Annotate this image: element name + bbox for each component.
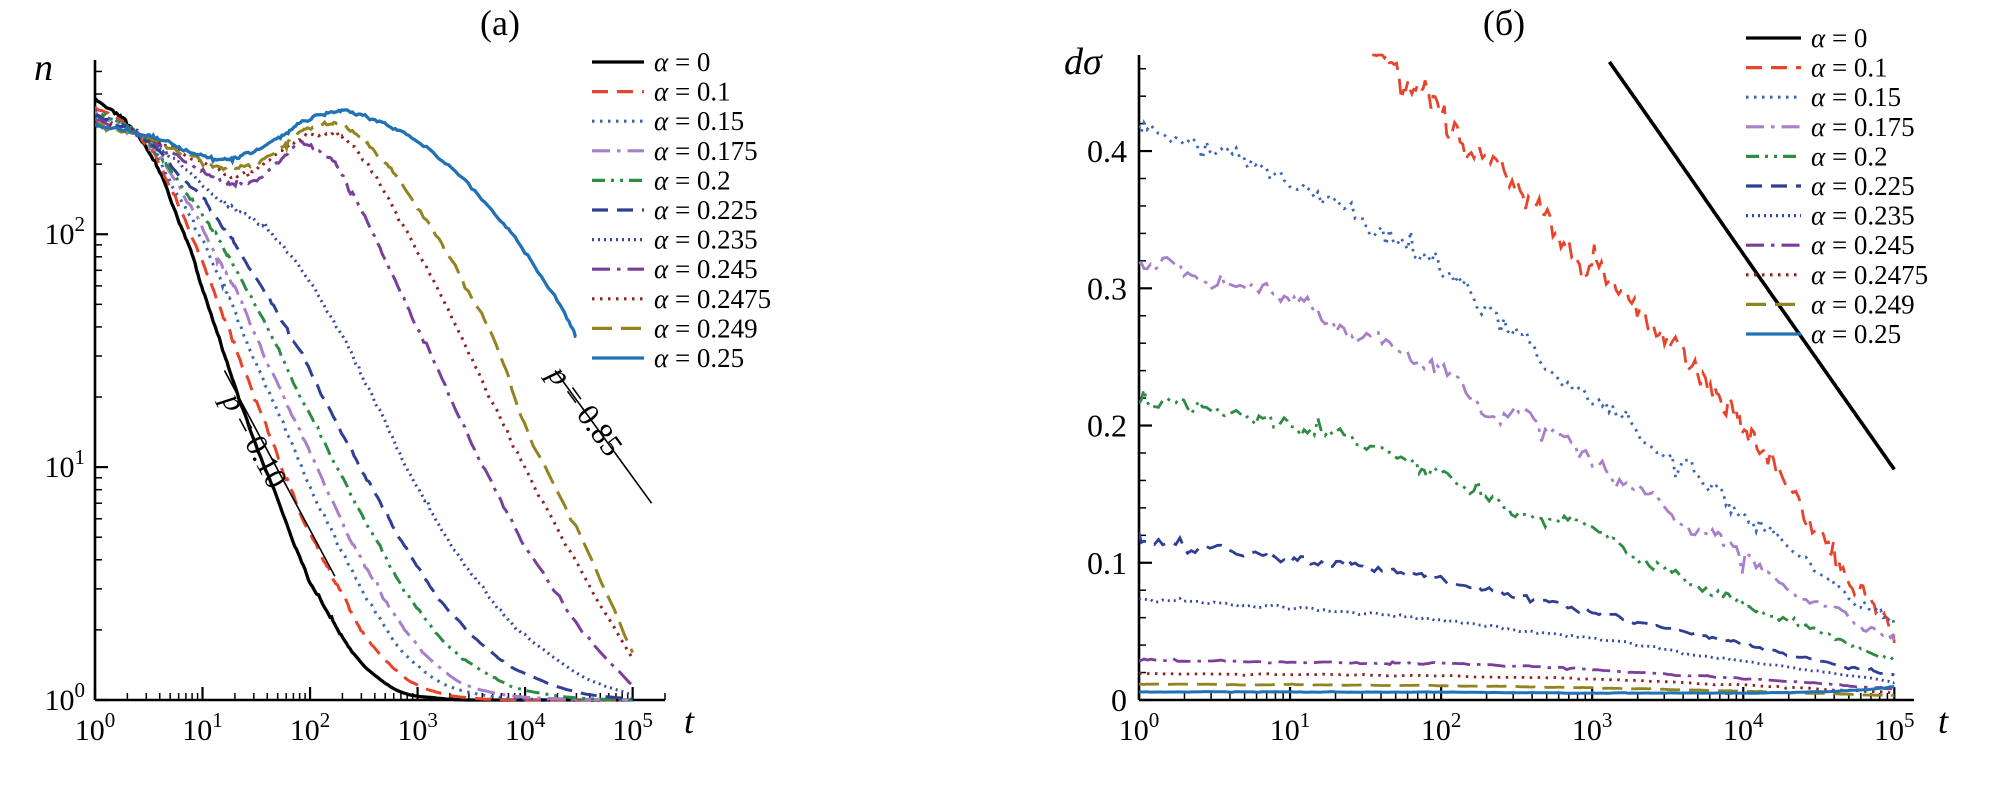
series-group	[1139, 52, 1896, 698]
series-line	[95, 120, 634, 654]
series-line	[95, 105, 633, 702]
legend-label: α = 0.2	[654, 165, 731, 195]
legend-label: α = 0.225	[1811, 171, 1915, 201]
series-line	[1139, 682, 1895, 698]
series-line	[1139, 671, 1895, 695]
x-tick-label: 104	[505, 708, 546, 747]
series-line	[95, 114, 634, 697]
panel-b-y-axis-label: dσ	[1064, 41, 1102, 83]
legend-label: α = 0.235	[1811, 201, 1915, 231]
series-line	[95, 118, 634, 688]
x-tick-label: 105	[612, 708, 653, 747]
axes	[1137, 55, 1914, 702]
series-line	[1139, 531, 1895, 677]
annotation-label: p = 0.10	[214, 385, 294, 494]
y-tick-label: 0.1	[1087, 545, 1127, 581]
series-line	[95, 111, 633, 702]
x-tick-label: 103	[397, 708, 438, 747]
x-tick-label: 103	[1572, 708, 1613, 747]
legend-label: α = 0.2475	[1811, 260, 1928, 290]
legend-label: α = 0.245	[1811, 230, 1915, 260]
y-tick-label: 101	[45, 445, 86, 484]
axis-ticks	[1137, 67, 1896, 702]
y-tick-label: 102	[45, 212, 86, 251]
x-tick-label: 102	[290, 708, 331, 747]
legend-label: α = 0	[1811, 23, 1867, 53]
y-tick-label: 0.3	[1087, 270, 1127, 306]
legend-label: α = 0.175	[654, 136, 758, 166]
legend-label: α = 0.245	[654, 254, 758, 284]
legend-label: α = 0.2475	[654, 284, 771, 314]
x-tick-label: 101	[1270, 708, 1311, 747]
y-tick-label: 0.2	[1087, 408, 1127, 444]
x-tick-label: 102	[1421, 708, 1462, 747]
series-line	[95, 109, 633, 702]
x-tick-label: 104	[1723, 708, 1764, 747]
legend-label: α = 0.1	[1811, 53, 1888, 83]
series-line	[95, 121, 634, 660]
annotation-line	[223, 370, 336, 577]
series-line	[1139, 119, 1896, 626]
x-tick-label: 105	[1874, 708, 1915, 747]
legend-label: α = 0.249	[654, 313, 758, 343]
panel-b-x-axis-label: t	[1938, 701, 1949, 741]
legend-label: α = 0.15	[1811, 82, 1901, 112]
legend-label: α = 0.175	[1811, 112, 1915, 142]
panel-a-y-axis-label: n	[34, 47, 53, 89]
series-line	[1607, 60, 1896, 471]
series-line	[95, 108, 577, 339]
series-line	[1139, 256, 1896, 641]
series-line	[1139, 685, 1895, 696]
annotation-label: p = 0.85	[540, 357, 630, 462]
legend-label: α = 0.25	[1811, 319, 1901, 349]
legend-label: α = 0.225	[654, 195, 758, 225]
legend-label: α = 0.2	[1811, 141, 1888, 171]
series-line	[1139, 596, 1895, 685]
series-group	[95, 97, 634, 702]
axis-tick-labels: 100 101 102 103 104 105 100 101 102	[45, 212, 653, 747]
series-line	[95, 113, 633, 701]
x-tick-label: 100	[75, 708, 116, 747]
annotation-line	[554, 370, 653, 504]
legend-label: α = 0.249	[1811, 289, 1915, 319]
y-tick-label: 0.4	[1087, 133, 1127, 169]
panel-b-title: (б)	[1482, 3, 1526, 43]
panel-a-title: (а)	[480, 3, 520, 43]
legend-label: α = 0	[654, 47, 710, 77]
legend-label: α = 0.1	[654, 77, 731, 107]
series-line	[95, 97, 633, 702]
panel-a-x-axis-label: t	[684, 701, 695, 741]
legend-label: α = 0.235	[654, 225, 758, 255]
legend-label: α = 0.15	[654, 106, 744, 136]
legend-label: α = 0.25	[654, 343, 744, 373]
series-line	[95, 111, 633, 702]
series-line	[1372, 52, 1896, 644]
series-line	[1139, 389, 1895, 662]
y-tick-label: 100	[45, 678, 86, 717]
y-tick-label: 0	[1111, 682, 1127, 718]
x-tick-label: 101	[182, 708, 223, 747]
